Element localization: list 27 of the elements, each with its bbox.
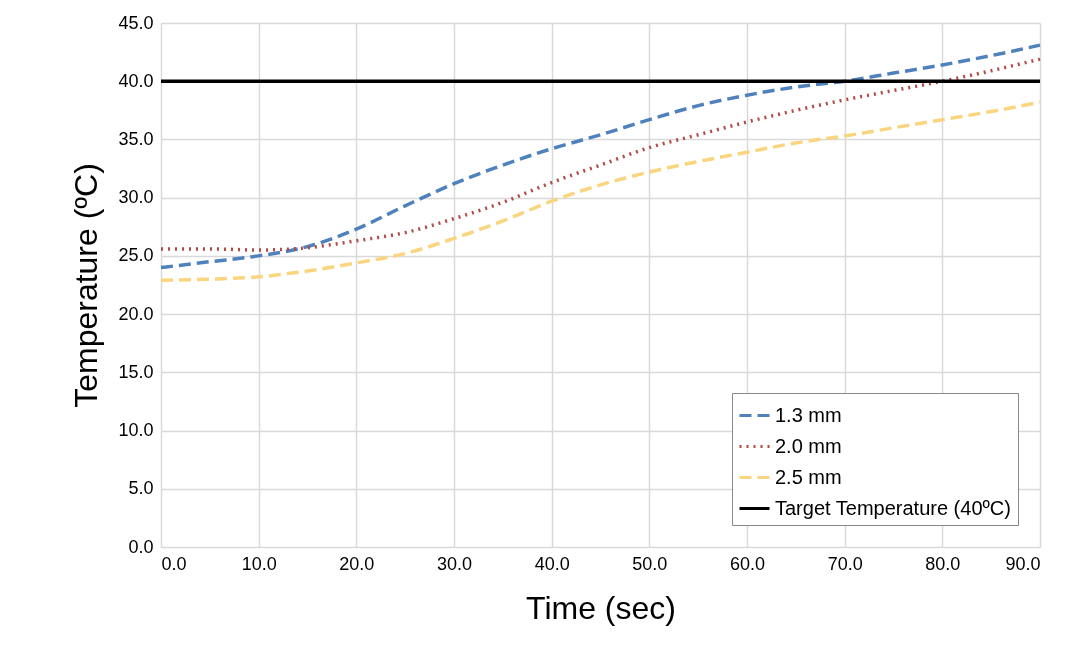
y-tick-label: 5.0 bbox=[128, 478, 154, 499]
legend-label: 2.0 mm bbox=[775, 434, 842, 457]
x-tick-label: 70.0 bbox=[827, 553, 863, 574]
y-tick-label: 40.0 bbox=[118, 70, 154, 91]
y-tick-label: 20.0 bbox=[118, 303, 154, 324]
x-tick-label: 90.0 bbox=[1005, 553, 1041, 574]
y-tick-label: 0.0 bbox=[128, 536, 154, 557]
x-tick-label: 50.0 bbox=[632, 553, 668, 574]
y-axis-title: Temperature (ºC) bbox=[68, 163, 105, 408]
x-tick-label: 20.0 bbox=[339, 553, 375, 574]
y-tick-label: 10.0 bbox=[118, 420, 154, 441]
line-series bbox=[159, 100, 1042, 283]
legend-label: 1.3 mm bbox=[775, 403, 842, 426]
y-tick-label: 30.0 bbox=[118, 187, 154, 208]
y-tick-label: 45.0 bbox=[118, 12, 154, 33]
x-tick-label: 30.0 bbox=[436, 553, 473, 574]
legend-label: Target Temperature (40ºC) bbox=[775, 496, 1011, 519]
y-tick-label: 15.0 bbox=[118, 361, 154, 382]
x-tick-label: 40.0 bbox=[534, 553, 570, 574]
x-axis-title: Time (sec) bbox=[526, 589, 676, 626]
x-tick-label: 60.0 bbox=[729, 553, 766, 574]
x-tick-label: 0.0 bbox=[161, 553, 187, 574]
y-tick-label: 25.0 bbox=[118, 245, 154, 266]
y-tick-label: 35.0 bbox=[118, 128, 154, 149]
legend-label: 2.5 mm bbox=[775, 465, 842, 488]
x-tick-label: 80.0 bbox=[925, 553, 961, 574]
x-tick-label: 10.0 bbox=[241, 553, 277, 574]
